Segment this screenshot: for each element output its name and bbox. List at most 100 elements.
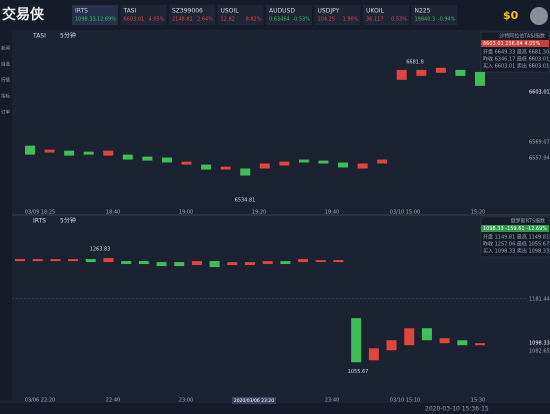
info-box: [480, 216, 550, 258]
quote-info: 买入 6603.01 卖出 6603.01: [483, 63, 549, 70]
cursor-time-bg: [232, 397, 276, 404]
ticker-price: 12.82: [221, 17, 235, 23]
candle: [435, 67, 446, 73]
sidebar-item[interactable]: 行情: [1, 77, 10, 84]
candle: [50, 259, 61, 262]
candle: [404, 328, 415, 346]
quote-info: 昨收 1257.06 最低 1055.67: [483, 241, 549, 248]
candle: [368, 348, 379, 361]
candle: [455, 69, 466, 76]
candle: [457, 340, 468, 346]
candle: [475, 343, 485, 346]
candle: [416, 69, 427, 76]
candle: [259, 163, 270, 169]
quote-info: 买入 1098.33 卖出 1098.33: [483, 248, 549, 255]
candle: [44, 149, 55, 153]
ticker-name: USDJPY: [318, 8, 340, 15]
candle: [68, 259, 79, 262]
quote-bg: [481, 225, 549, 232]
candle: [240, 168, 251, 176]
candle: [338, 162, 349, 168]
ticker-name: UKOIL: [366, 8, 384, 15]
chart-symbol: IRTS: [33, 218, 46, 225]
status-bar: [0, 403, 550, 414]
x-label: 03/10 15:00: [390, 210, 420, 216]
x-label: 22:40: [106, 398, 120, 404]
annotation: 6681.8: [406, 59, 424, 65]
info-box: [480, 31, 550, 73]
logo: 交易侠: [2, 6, 45, 23]
sidebar-item[interactable]: 订单: [1, 109, 10, 116]
candle: [85, 259, 96, 263]
candle: [83, 151, 94, 155]
chart-period[interactable]: 5分钟: [60, 217, 76, 225]
sidebar: [0, 30, 12, 400]
price-label: 6557.94: [529, 156, 550, 162]
candle: [174, 262, 185, 267]
x-label: 18:40: [106, 210, 120, 216]
status-time: 2020-03-10 15:36:15: [425, 406, 489, 413]
x-label: 03/06 22:20: [25, 398, 55, 404]
price-label: 6603.01: [529, 90, 550, 96]
balance[interactable]: $0: [503, 9, 519, 22]
ticker-change: -12.69%: [95, 17, 116, 23]
chart-symbol: TASI: [32, 33, 46, 40]
candle: [421, 328, 432, 341]
x-label: 19:40: [325, 210, 339, 216]
candle: [315, 260, 326, 263]
ticker-price: 6603.01: [124, 17, 145, 23]
ticker-change: -0.94%: [438, 17, 456, 23]
ticker-price: 0.63464: [269, 17, 290, 23]
ticker-name: TASI: [123, 8, 137, 15]
candle: [280, 261, 291, 265]
candle: [191, 261, 202, 266]
x-label: 19:00: [179, 210, 193, 216]
chart-period[interactable]: 5分钟: [60, 32, 76, 40]
ticker-name: AUDUSD: [269, 8, 295, 15]
ticker-box[interactable]: [266, 5, 312, 25]
candle: [103, 150, 114, 156]
candle: [201, 164, 212, 170]
avatar[interactable]: [530, 7, 548, 25]
candle: [475, 71, 485, 86]
ticker-box[interactable]: [411, 5, 458, 25]
ticker-price: 19840.3: [415, 17, 436, 23]
quote-info: 开盘 6649.33 最高 6681.30: [483, 49, 549, 56]
sidebar-item[interactable]: 自选: [1, 61, 10, 68]
ticker-price: 1098.33: [75, 17, 96, 23]
ticker-box[interactable]: [314, 5, 361, 25]
sidebar-item[interactable]: 新闻: [1, 45, 10, 52]
ticker-price: 36.117: [366, 17, 384, 23]
x-label: 03/10 15:10: [390, 398, 420, 404]
ticker-box[interactable]: [169, 5, 215, 25]
x-label: 15:20: [471, 210, 485, 216]
candle: [298, 159, 309, 163]
candle: [103, 258, 114, 263]
ticker-price: 2148.81: [172, 17, 193, 23]
ticker-change: -0.53%: [292, 17, 310, 23]
candle: [357, 163, 368, 169]
price-label: 1082.65: [529, 349, 550, 355]
ticker-box[interactable]: [72, 5, 118, 25]
x-label: 15:30: [471, 398, 485, 404]
annotation: 1055.67: [348, 369, 369, 375]
ticker-change: 8.82%: [246, 17, 262, 23]
ticker-change: 0.53%: [391, 17, 407, 23]
sidebar-item[interactable]: 指标: [1, 93, 10, 100]
candle: [377, 159, 388, 164]
candle: [161, 157, 172, 163]
ticker-name: N225: [415, 8, 431, 15]
quote-bg: [481, 40, 549, 47]
candle: [181, 161, 192, 165]
x-label: 19:20: [252, 210, 266, 216]
ticker-box[interactable]: [217, 5, 264, 25]
candle: [396, 69, 407, 80]
candle: [351, 318, 362, 363]
x-label: 03/09 18:25: [25, 210, 55, 216]
candle: [262, 261, 273, 265]
candle: [439, 338, 450, 344]
ticker-box[interactable]: [363, 5, 409, 25]
ticker-box[interactable]: [120, 5, 167, 25]
candle: [156, 262, 167, 267]
